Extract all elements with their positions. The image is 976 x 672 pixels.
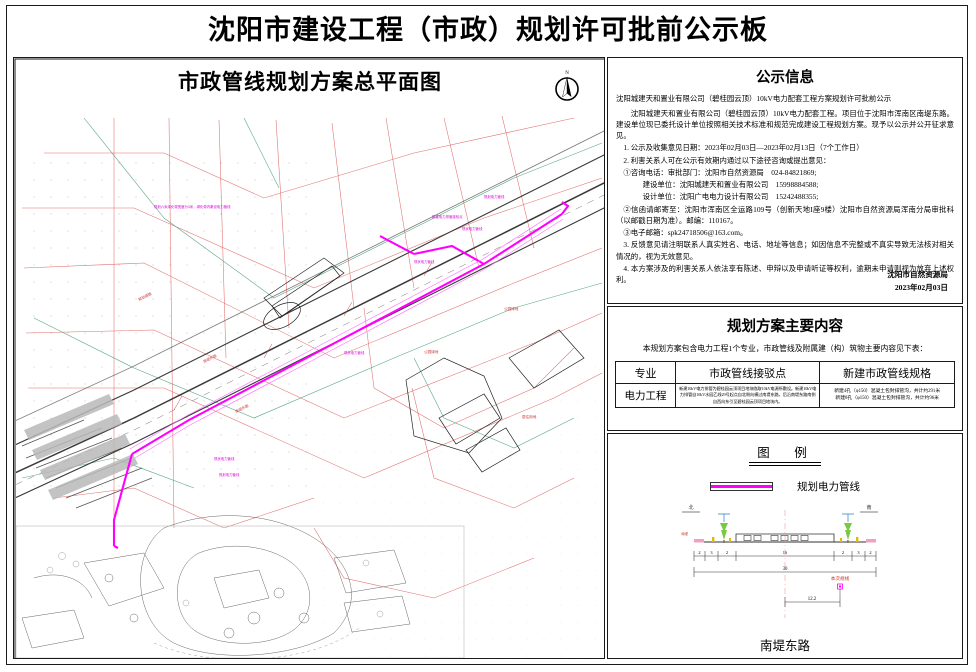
board-title: 沈阳市建设工程（市政）规划许可批前公示板 [208, 15, 768, 45]
table-row: 电力工程 新建10kV电力排管为碧桂园云顶项目地块临取10kV电源所敷设。新建1… [615, 383, 955, 408]
notice-email: ③电子邮箱：spk24718506@163.com。 [623, 228, 748, 238]
notice-paragraph: 沈阳城建天和置业有限公司（碧桂园云顶）10kV电力配套工程。项目位于沈阳市浑南区… [616, 108, 954, 141]
legend-title: 图 例 [757, 446, 813, 460]
right-column: 公示信息 沈阳城建天和置业有限公司（碧桂园云顶）10kV电力配套工程方案规划许可… [607, 57, 963, 659]
map-panel[interactable]: 市政管线规划方案总平面图 N [13, 57, 605, 659]
svg-text:北: 北 [688, 504, 693, 511]
notice-panel: 公示信息 沈阳城建天和置业有限公司（碧桂园云顶）10kV电力配套工程方案规划许可… [607, 57, 963, 305]
header-connection: 市政管线接驳点 [674, 361, 821, 385]
svg-text:现状电力管线: 现状电力管线 [462, 226, 483, 231]
svg-text:规划六米绿化带宽度为3米，绿化带内敷设电力管线: 规划六米绿化带宽度为3米，绿化带内敷设电力管线 [154, 204, 231, 209]
svg-text:南堤东路: 南堤东路 [202, 353, 217, 364]
map-title: 市政管线规划方案总平面图 [178, 70, 442, 94]
notice-item-0: 1. 公示及收集意见日期：2023年02月03日—2023年02月13日（7个工… [623, 143, 864, 153]
svg-text:南堤东路: 南堤东路 [234, 403, 249, 414]
dim-left-1: 3 [710, 550, 713, 555]
cell-spec: 新建4孔（φ150）混凝土包封排管沟，共计约291米 新建8孔（φ150）混凝土… [819, 383, 955, 408]
svg-text:南: 南 [866, 504, 871, 511]
scheme-lead: 本规划方案包含电力工程1个专业，市政管线及附属建（构）筑物主要内容见下表： [642, 344, 928, 354]
svg-text:南堤: 南堤 [681, 531, 688, 536]
table-header-row: 专业 市政管线接驳点 新建市政管线规格 [615, 361, 955, 385]
scheme-panel: 规划方案主要内容 本规划方案包含电力工程1个专业，市政管线及附属建（构）筑物主要… [607, 306, 963, 431]
dim-right-2: 2 [869, 550, 871, 555]
legend-panel: 图 例 规划电力管线 北 南 [607, 433, 963, 659]
scheme-table: 专业 市政管线接驳点 新建市政管线规格 电力工程 新建10kV电力排管为碧桂园云… [615, 361, 955, 408]
cell-connection: 新建10kV电力排管为碧桂园云顶项目地块临取10kV电源所敷设。新建10kV电力… [674, 383, 821, 408]
dim-right-0: 2 [842, 550, 844, 555]
scheme-title: 规划方案主要内容 [727, 319, 843, 336]
dim-center: 16 [783, 550, 788, 555]
offset-label: 本次规线 [831, 575, 850, 582]
svg-text:现状电力管线: 现状电力管线 [414, 259, 435, 264]
notice-contact-1: 建设单位：沈阳城建天和置业有限公司 15998884588; [642, 180, 819, 190]
header-major: 专业 [615, 361, 676, 385]
dim-left-0: 2 [698, 550, 700, 555]
dim-right-1: 3 [857, 550, 860, 555]
legend-swatch-power-line [710, 482, 773, 491]
legend-title-underline [749, 462, 821, 466]
svg-text:规划电力管线: 规划电力管线 [219, 472, 240, 477]
cell-major: 电力工程 [615, 383, 676, 408]
notice-item-3: 3. 反馈意见请注明联系人真实姓名、电话、地址等信息；如因信息不完整或不真实导致… [616, 240, 954, 261]
dim-left-2: 2 [726, 550, 728, 555]
board-content: 市政管线规划方案总平面图 N [13, 57, 963, 659]
offset-value: 12.2 [808, 597, 817, 602]
signature-org: 沈阳市自然资源局 [887, 270, 948, 280]
svg-text:规划电力管线: 规划电力管线 [484, 194, 505, 199]
header-spec: 新建市政管线规格 [819, 361, 955, 385]
svg-text:公园绿地: 公园绿地 [424, 349, 439, 354]
notice-item-4: 4. 本方案涉及的利害关系人依法享有陈述、申辩以及申请听证等权利，逾期未申请则视… [616, 263, 954, 285]
notice-contact-0: ①咨询电话：审批部门：沈阳市自然资源局 024-84821869; [623, 167, 817, 177]
notice-item-1: 2. 利害关系人可在公示有效期内通过以下途径咨询或提出意见： [623, 155, 831, 165]
signature-date: 2023年02月03日 [894, 283, 948, 293]
board-outer-frame [6, 5, 968, 665]
road-name-label: 南堤东路 [759, 639, 810, 653]
map-drawing[interactable]: 规划六米绿化带宽度为3米，绿化带内敷设电力管线 规划电力管线 现状电力管线 现状… [14, 58, 605, 659]
legend-item: 规划电力管线 [608, 479, 962, 494]
svg-text:居住用地: 居住用地 [522, 414, 537, 419]
svg-text:公园绿地: 公园绿地 [504, 306, 519, 311]
svg-text:N: N [565, 71, 569, 76]
svg-text:现状电力管线: 现状电力管线 [214, 456, 235, 461]
north-arrow-icon: N [552, 66, 582, 111]
notice-signature: 沈阳市自然资源局 2023年02月03日 [887, 269, 948, 295]
notice-contact-2: 设计单位：沈阳广电电力设计有限公司 15242488355; [642, 192, 819, 202]
legend-label: 规划电力管线 [797, 482, 860, 493]
svg-text:现状电力管线: 现状电力管线 [344, 350, 365, 355]
notice-title: 公示信息 [756, 70, 814, 86]
dim-total: 30 [783, 567, 788, 572]
notice-headline: 沈阳城建天和置业有限公司（碧桂园云顶）10kV电力配套工程方案规划许可批前公示 [616, 94, 892, 103]
svg-text:规划道路: 规划道路 [137, 291, 152, 302]
road-cross-section: 北 南 南堤 [608, 498, 962, 658]
notice-mail: ②信函请邮寄至：沈阳市浑南区全运路109号（创新天地I座9楼）沈阳市自然资源局浑… [616, 204, 954, 225]
svg-text:新建电力排管接驳点: 新建电力排管接驳点 [432, 214, 463, 219]
